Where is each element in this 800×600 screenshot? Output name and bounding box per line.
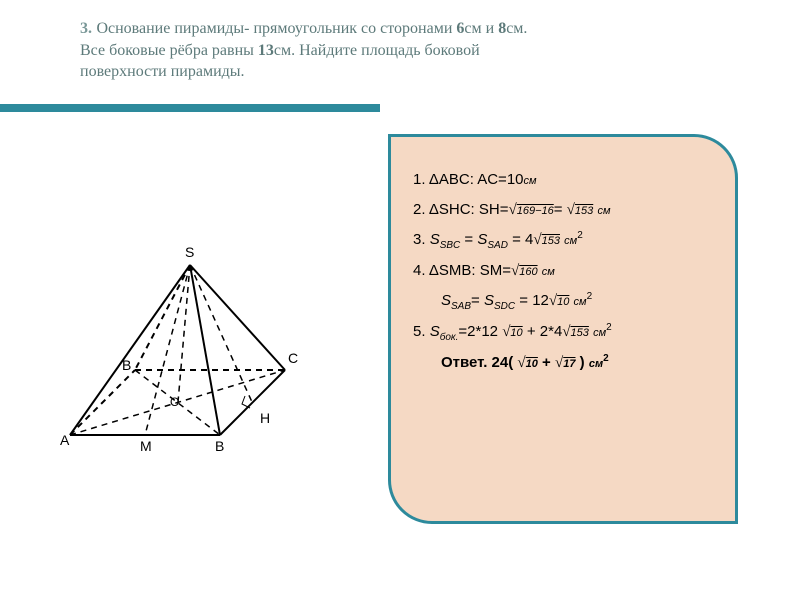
problem-text-2: Все боковые рёбра равны bbox=[80, 42, 258, 59]
s6-pre: 5. bbox=[413, 323, 430, 340]
s3-s2: S bbox=[477, 231, 487, 248]
s5-sq: 2 bbox=[587, 291, 593, 302]
answer: Ответ. 24( √10 + √17 ) см2 bbox=[413, 348, 717, 378]
s5-unit: см bbox=[574, 296, 587, 308]
ans-rt2: √ bbox=[555, 355, 563, 371]
s6-r1: 10 bbox=[510, 327, 522, 339]
label-S: S bbox=[185, 244, 194, 260]
s5-r: 10 bbox=[557, 296, 569, 308]
u2: см. bbox=[506, 20, 527, 37]
s6-sq: 2 bbox=[606, 322, 612, 333]
problem-number: 3. bbox=[80, 20, 92, 37]
b3: 13 bbox=[258, 42, 274, 59]
s6-s: S bbox=[430, 323, 440, 340]
s2-pre: 2. ΔSHC: SH= bbox=[413, 201, 508, 218]
ans-mid: + bbox=[538, 354, 555, 371]
s2-r1: 169−16 bbox=[517, 205, 554, 217]
s3-r: 153 bbox=[542, 235, 560, 247]
s3-s1sub: SBC bbox=[440, 240, 461, 251]
s6-rt2: √ bbox=[562, 324, 570, 340]
ans-post: ) bbox=[575, 354, 584, 371]
label-B: B bbox=[215, 438, 224, 454]
ans-sq: 2 bbox=[603, 353, 609, 364]
s1-pre: 1. ΔABC: AC=10 bbox=[413, 171, 524, 188]
problem-statement: 3. Основание пирамиды- прямоугольник со … bbox=[0, 0, 800, 91]
ans-r2: 17 bbox=[563, 358, 575, 370]
s3-unit: см bbox=[564, 235, 577, 247]
step-1: 1. ΔABC: AC=10см bbox=[413, 165, 717, 195]
s3-mid: = bbox=[460, 231, 477, 248]
s4-r: 160 bbox=[519, 266, 537, 278]
s2-rt2: √ bbox=[567, 202, 575, 218]
s5-mid2: = 12 bbox=[515, 292, 549, 309]
label-O: О bbox=[170, 395, 179, 409]
step-3: 3. SSBC = SSAD = 4√153 см2 bbox=[413, 225, 717, 256]
problem-text-3: поверхности пирамиды. bbox=[80, 63, 245, 80]
s3-mid2: = 4 bbox=[508, 231, 533, 248]
s6-r2: 153 bbox=[571, 327, 589, 339]
pyramid-svg bbox=[60, 240, 320, 460]
s4-rt: √ bbox=[511, 263, 519, 279]
step-5: 5. Sбок.=2*12 √10 + 2*4√153 см2 bbox=[413, 317, 717, 348]
ans-rt1: √ bbox=[517, 355, 525, 371]
s5-s1: S bbox=[441, 292, 451, 309]
s5-mid: = bbox=[471, 292, 484, 309]
accent-bar bbox=[0, 104, 380, 112]
s3-s2sub: SAD bbox=[487, 240, 508, 251]
u1: см и bbox=[464, 20, 498, 37]
s5-rt: √ bbox=[549, 293, 557, 309]
label-A: A bbox=[60, 432, 69, 448]
s2-r2: 153 bbox=[575, 205, 593, 217]
s4-unit: см bbox=[542, 266, 555, 278]
s3-sq: 2 bbox=[577, 230, 583, 241]
s6-mid2: + 2*4 bbox=[523, 323, 563, 340]
s6-unit: см bbox=[593, 327, 606, 339]
label-C: C bbox=[288, 350, 298, 366]
s2-unit: см bbox=[597, 205, 610, 217]
s3-s1: S bbox=[430, 231, 440, 248]
s2-eq: = bbox=[554, 201, 563, 218]
s5-s2: S bbox=[484, 292, 494, 309]
u3: см. Найдите площадь боковой bbox=[274, 42, 480, 59]
s3-pre: 3. bbox=[413, 231, 430, 248]
problem-text-1a: Основание пирамиды- прямоугольник со сто… bbox=[96, 20, 456, 37]
s6-ssub: бок. bbox=[440, 332, 459, 343]
pyramid-diagram: S A M B B C H О bbox=[60, 240, 320, 460]
ans-pre: Ответ. 24( bbox=[441, 354, 513, 371]
label-H: H bbox=[260, 410, 270, 426]
solution-card: 1. ΔABC: AC=10см 2. ΔSHC: SH=√169−16= √1… bbox=[388, 134, 738, 524]
ans-r1: 10 bbox=[526, 358, 538, 370]
s5-s2sub: SDC bbox=[494, 301, 515, 312]
ans-unit: см bbox=[589, 358, 603, 370]
step-2: 2. ΔSHC: SH=√169−16= √153 см bbox=[413, 195, 717, 225]
s3-rt: √ bbox=[533, 232, 541, 248]
step-4: 4. ΔSMB: SM=√160 см bbox=[413, 256, 717, 286]
label-B-vertex: B bbox=[122, 357, 131, 373]
s1-unit: см bbox=[524, 175, 537, 187]
s4-pre: 4. ΔSMB: SM= bbox=[413, 262, 511, 279]
page: 3. Основание пирамиды- прямоугольник со … bbox=[0, 0, 800, 600]
label-M: M bbox=[140, 438, 152, 454]
s5-s1sub: SAB bbox=[451, 301, 471, 312]
s6-mid: =2*12 bbox=[458, 323, 498, 340]
step-4b: SSAB= SSDC = 12√10 см2 bbox=[413, 286, 717, 317]
s2-rt1: √ bbox=[508, 202, 516, 218]
b2: 8 bbox=[498, 20, 506, 37]
